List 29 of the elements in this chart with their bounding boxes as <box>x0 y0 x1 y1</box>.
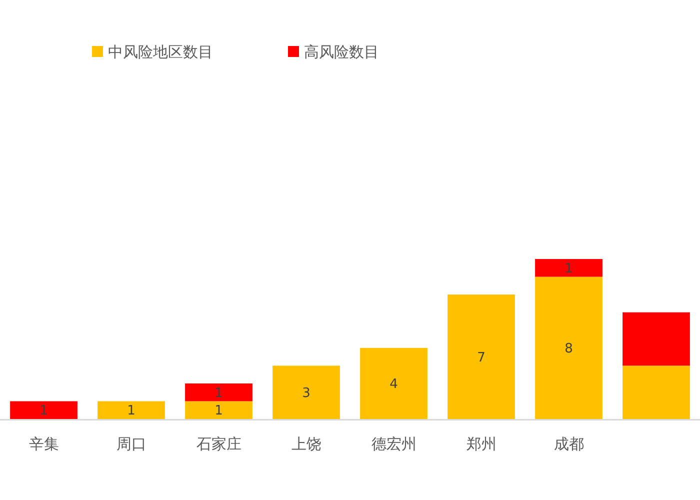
bar <box>622 366 690 419</box>
bar <box>535 276 602 419</box>
data-label: 8 <box>564 341 573 356</box>
data-label: 1 <box>127 404 136 419</box>
bar <box>185 383 252 402</box>
bar <box>10 401 78 419</box>
x-tick-label: 周口 <box>116 435 146 453</box>
data-label: 7 <box>477 350 486 366</box>
x-tick-label: 辛集 <box>28 435 59 453</box>
legend-label: 中风险地区数目 <box>108 43 213 61</box>
bar <box>360 348 428 419</box>
bar <box>272 366 340 419</box>
bar <box>535 259 602 277</box>
x-tick-label: 上饶 <box>291 435 322 453</box>
data-label: 4 <box>390 376 398 392</box>
x-tick-label: 石家庄 <box>196 435 242 453</box>
legend-label: 高风险数目 <box>304 43 379 61</box>
data-label: 1 <box>40 404 48 419</box>
bar <box>98 401 165 419</box>
bar <box>448 294 515 419</box>
data-label: 1 <box>214 404 223 419</box>
bar <box>622 312 690 366</box>
bar <box>185 401 252 419</box>
x-tick-label: 郑州 <box>466 435 496 453</box>
data-label: 3 <box>302 386 310 401</box>
data-label: 1 <box>214 386 223 401</box>
x-tick-label: 成都 <box>554 435 584 453</box>
x-tick-label: 德宏州 <box>371 435 416 453</box>
data-label: 1 <box>564 261 573 276</box>
